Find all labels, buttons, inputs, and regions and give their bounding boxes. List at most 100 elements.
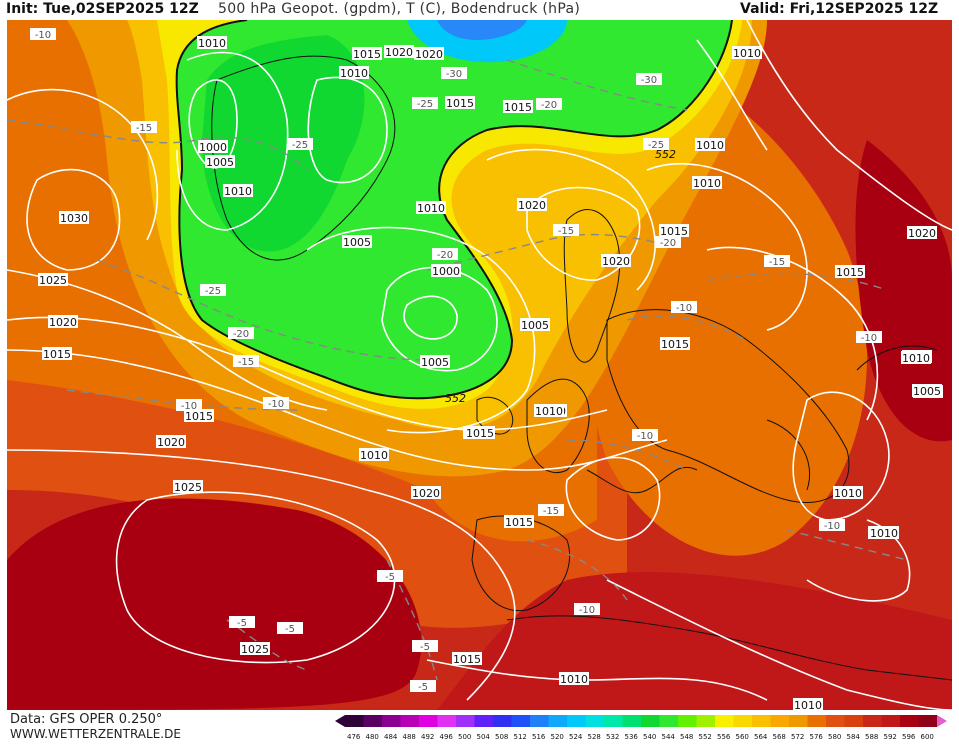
svg-text:-30: -30 xyxy=(641,75,657,86)
svg-text:-20: -20 xyxy=(233,329,249,340)
scale-swatch xyxy=(345,715,364,727)
svg-text:1005: 1005 xyxy=(206,156,234,169)
svg-text:1010: 1010 xyxy=(224,185,252,198)
scale-label: 476 xyxy=(347,733,361,741)
svg-text:-10: -10 xyxy=(676,303,692,314)
scale-swatch xyxy=(826,715,845,727)
scale-swatch xyxy=(733,715,752,727)
temp-label: -25 xyxy=(200,284,226,297)
pressure-label: 1020 xyxy=(907,226,937,240)
svg-text:1020: 1020 xyxy=(602,255,630,268)
svg-text:1025: 1025 xyxy=(174,481,202,494)
svg-text:1010: 1010 xyxy=(360,449,388,462)
pressure-label: 1015 xyxy=(452,652,482,666)
scale-label: 560 xyxy=(736,733,749,741)
init-time: Init: Tue,02SEP2025 12Z xyxy=(6,1,199,17)
svg-text:1015: 1015 xyxy=(505,516,533,529)
map-title: 500 hPa Geopot. (gpdm), T (C), Bodendruc… xyxy=(218,1,581,17)
pressure-label: 1020 xyxy=(517,198,547,212)
pressure-label: 1005 xyxy=(520,318,550,332)
pressure-label: 1005 xyxy=(342,235,372,249)
svg-text:1010: 1010 xyxy=(902,352,930,365)
pressure-label: 1010 xyxy=(695,138,725,152)
temp-label: -15 xyxy=(764,255,790,268)
scale-label: 484 xyxy=(384,733,398,741)
contour-552-label: 552 xyxy=(655,148,676,161)
temp-label: -10 xyxy=(263,397,289,410)
pressure-label: 1020 xyxy=(156,435,186,449)
scale-label: 508 xyxy=(495,733,508,741)
temp-label: -10 xyxy=(574,603,600,616)
temp-label: -10 xyxy=(176,399,202,412)
scale-label: 568 xyxy=(773,733,786,741)
svg-text:1015: 1015 xyxy=(446,97,474,110)
scale-label: 572 xyxy=(791,733,804,741)
pressure-label: 1015 xyxy=(660,337,690,351)
pressure-label: 1010 xyxy=(339,66,369,80)
pressure-label: 1025 xyxy=(38,273,68,287)
pressure-label: 1020 xyxy=(48,315,78,329)
scale-swatch xyxy=(382,715,401,727)
scale-label: 548 xyxy=(680,733,693,741)
scale-label: 532 xyxy=(606,733,619,741)
svg-text:-10: -10 xyxy=(861,333,877,344)
temp-label: -10 xyxy=(632,429,658,442)
svg-text:1025: 1025 xyxy=(241,643,269,656)
svg-text:-10: -10 xyxy=(637,431,653,442)
website-credit: WWW.WETTERZENTRALE.DE xyxy=(10,727,181,741)
temp-label: -25 xyxy=(412,97,438,110)
scale-label: 580 xyxy=(828,733,841,741)
svg-text:-30: -30 xyxy=(446,69,462,80)
pressure-label: 1005 xyxy=(420,355,450,369)
pressure-label: 1025 xyxy=(173,480,203,494)
scale-swatch xyxy=(881,715,900,727)
temp-label: -20 xyxy=(536,98,562,111)
pressure-label: 1005 xyxy=(912,384,942,398)
pressure-label: 1000 xyxy=(198,140,228,154)
scale-swatch xyxy=(567,715,586,727)
pressure-label: 1010 xyxy=(223,184,253,198)
svg-text:1015: 1015 xyxy=(353,48,381,61)
svg-text:-20: -20 xyxy=(660,238,676,249)
svg-text:-10: -10 xyxy=(181,401,197,412)
pressure-label: 1000 xyxy=(431,264,461,278)
pressure-label: 1015 xyxy=(659,224,689,238)
temp-label: -20 xyxy=(432,248,458,261)
scale-label: 544 xyxy=(662,733,676,741)
svg-text:1020: 1020 xyxy=(518,199,546,212)
scale-swatch xyxy=(363,715,382,727)
svg-text:-10: -10 xyxy=(824,521,840,532)
svg-text:1005: 1005 xyxy=(913,385,941,398)
scale-swatch xyxy=(789,715,808,727)
svg-text:-15: -15 xyxy=(238,357,254,368)
pressure-label: 1015 xyxy=(835,265,865,279)
pressure-label: 1010 xyxy=(793,698,823,710)
scale-label: 496 xyxy=(440,733,454,741)
scale-swatch xyxy=(863,715,882,727)
svg-text:-5: -5 xyxy=(418,682,428,693)
scale-swatch xyxy=(715,715,734,727)
svg-text:1010: 1010 xyxy=(693,177,721,190)
svg-text:1010: 1010 xyxy=(417,202,445,215)
svg-text:-15: -15 xyxy=(558,226,574,237)
svg-text:-25: -25 xyxy=(417,99,433,110)
svg-text:-5: -5 xyxy=(385,572,395,583)
scale-label: 592 xyxy=(884,733,897,741)
svg-text:1020: 1020 xyxy=(412,487,440,500)
scale-swatch xyxy=(456,715,475,727)
valid-time: Valid: Fri,12SEP2025 12Z xyxy=(740,1,939,17)
pressure-label: 1025 xyxy=(240,642,270,656)
svg-text:1010: 1010 xyxy=(560,673,588,686)
pressure-label: 1030 xyxy=(59,211,89,225)
svg-text:1010: 1010 xyxy=(794,699,822,710)
temp-label: -20 xyxy=(228,327,254,340)
scale-label: 536 xyxy=(625,733,639,741)
scale-label: 500 xyxy=(458,733,471,741)
scale-label: 520 xyxy=(551,733,564,741)
contour-552-labels: 552 552 xyxy=(445,148,676,405)
fill-dark-red-east xyxy=(855,140,952,442)
scale-label: 588 xyxy=(865,733,878,741)
temp-label: -10 xyxy=(671,301,697,314)
svg-text:1015: 1015 xyxy=(453,653,481,666)
svg-text:1010: 1010 xyxy=(834,487,862,500)
